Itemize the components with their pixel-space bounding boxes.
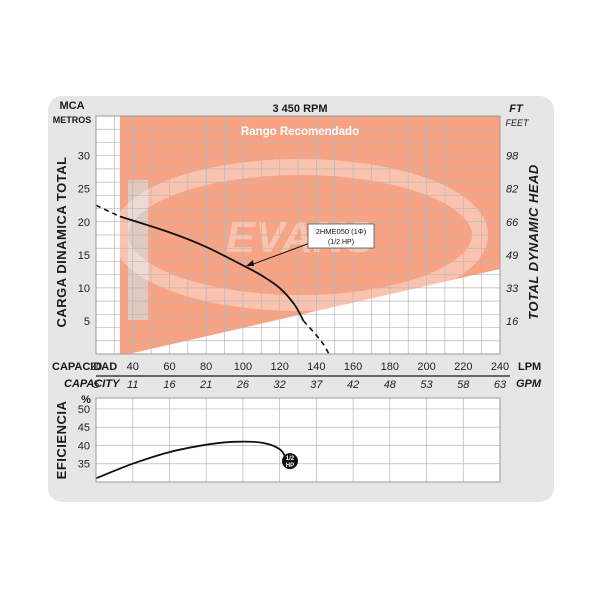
right-tick-labels: 16 33 49 66 82 98	[506, 151, 519, 328]
right-axis-title: TOTAL DYNAMIC HEAD	[526, 164, 541, 320]
efficiency-tick-labels: 35 40 45 50	[78, 404, 90, 471]
left-tick-label: 5	[84, 316, 90, 328]
efficiency-grid	[96, 398, 500, 482]
x-tick-label-gpm: 26	[236, 379, 250, 391]
model-label-leader	[247, 242, 311, 267]
model-label-box	[307, 223, 375, 249]
model-label: 2HME050 (1Φ)	[316, 227, 367, 236]
x-tick-label-lpm: 220	[454, 361, 472, 373]
efficiency-curve	[96, 440, 288, 480]
efficiency-unit: %	[81, 394, 91, 406]
x-tick-label-lpm: 40	[127, 361, 139, 373]
x-tick-label-lpm: 240	[491, 361, 509, 373]
marker-label-top: 1/2	[286, 456, 295, 462]
head-curve-dashed-end	[302, 320, 330, 354]
x-tick-label-lpm: 80	[200, 361, 212, 373]
efficiency-plot-area	[96, 398, 500, 482]
x-tick-label-lpm: 120	[270, 361, 288, 373]
x-tick-label-lpm: 100	[234, 361, 252, 373]
x-tick-labels: 20 40 60 80 100 120 140 160 180 200 220 240 5 11 16 21 2…	[90, 361, 509, 391]
efficiency-hp-marker: 1/2 HP	[281, 453, 298, 470]
x-tick-label-gpm: 32	[274, 379, 286, 391]
left-unit-top: MCA	[59, 100, 84, 112]
x-tick-label-gpm: 11	[127, 379, 138, 391]
right-tick-label: 66	[506, 217, 519, 229]
below-range-area	[128, 268, 500, 354]
x-unit-gpm: GPM	[516, 378, 542, 390]
x-tick-label-lpm: 180	[381, 361, 399, 373]
recommended-range-label: Rango Recomendado	[241, 126, 359, 138]
model-label-arrowhead	[246, 260, 254, 266]
x-tick-label-gpm: 21	[199, 379, 212, 391]
x-tick-label-gpm: 63	[494, 379, 507, 391]
x-tick-label-gpm: 5	[93, 379, 100, 391]
efficiency-tick-label: 40	[78, 440, 90, 452]
left-axis-title: CARGA DINAMICA TOTAL	[54, 156, 69, 327]
head-curve-2hme050	[119, 215, 305, 322]
x-unit-lpm: LPM	[518, 361, 541, 373]
left-tick-label: 15	[78, 250, 90, 262]
efficiency-tick-label: 50	[78, 404, 90, 416]
x-tick-label-gpm: 42	[347, 379, 359, 391]
right-tick-label: 16	[506, 316, 519, 328]
head-grid	[96, 116, 500, 354]
right-tick-label: 98	[506, 151, 519, 163]
left-tick-label: 10	[78, 283, 90, 295]
left-tick-label: 25	[78, 184, 90, 196]
left-tick-label: 30	[78, 151, 90, 163]
efficiency-tick-label: 35	[78, 459, 90, 471]
model-hp-label: (1/2 HP)	[328, 239, 354, 246]
left-tick-labels: 5 10 15 20 25 30	[78, 151, 90, 328]
x-tick-label-lpm: 200	[417, 361, 435, 373]
right-unit-top: FT	[509, 103, 524, 115]
x-tick-label-lpm: 20	[90, 361, 102, 373]
x-tick-label-lpm: 160	[344, 361, 362, 373]
efficiency-tick-label: 45	[78, 422, 90, 434]
x-tick-label-gpm: 53	[420, 379, 433, 391]
x-tick-label-gpm: 48	[384, 379, 397, 391]
head-plot-border	[95, 115, 501, 355]
right-unit-bottom: FEET	[505, 118, 530, 128]
right-tick-label: 82	[506, 184, 518, 196]
x-tick-label-lpm: 140	[307, 361, 325, 373]
head-curve-dashed-start	[96, 204, 121, 218]
efficiency-axis-title: EFICIENCIA	[54, 401, 69, 480]
marker-label-bottom: HP	[286, 463, 294, 469]
chart-title: 3 450 RPM	[272, 103, 327, 115]
left-unit-bottom: METROS	[53, 115, 92, 125]
right-tick-label: 49	[506, 250, 518, 262]
left-tick-label: 20	[78, 217, 90, 229]
x-axis-title-gpm: CAPACITY	[64, 378, 121, 390]
efficiency-plot-border	[95, 397, 501, 483]
x-tick-label-lpm: 60	[163, 361, 175, 373]
x-tick-label-gpm: 37	[310, 379, 323, 391]
right-tick-label: 33	[506, 283, 519, 295]
x-tick-label-gpm: 58	[457, 379, 470, 391]
x-axis-title-lpm: CAPACIDAD	[52, 361, 117, 373]
x-tick-label-gpm: 16	[163, 379, 176, 391]
